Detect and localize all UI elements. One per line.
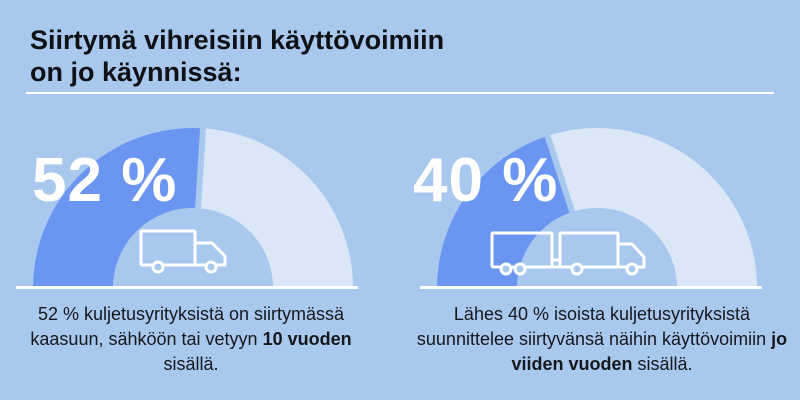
- truck-trailer-icon: [490, 231, 646, 276]
- caption-text: Lähes 40 % isoista kuljetusyrityksistä s…: [416, 304, 772, 349]
- truck-icon: [139, 229, 227, 274]
- title-divider: [26, 92, 774, 94]
- caption-text-end: sisällä.: [632, 354, 693, 374]
- caption-bold: jo viiden vuoden: [511, 329, 788, 374]
- gauge-gap-line: [544, 134, 576, 213]
- percent-52-label: 52 %: [32, 146, 178, 215]
- gauge-filled-arc: [33, 128, 204, 288]
- gauge-baseline: [420, 286, 762, 289]
- percent-40-label: 40 %: [413, 146, 559, 215]
- caption-bold: 10 vuoden: [262, 329, 352, 349]
- caption-text-end: sisällä.: [163, 354, 219, 374]
- gauge-filled-arc: [437, 135, 573, 288]
- gauge-52: [28, 118, 358, 288]
- caption-40: Lähes 40 % isoista kuljetusyrityksistä s…: [404, 302, 800, 377]
- page-title: Siirtymä vihreisiin käyttövoimiin on jo …: [30, 24, 444, 88]
- gauge-40: [432, 118, 762, 288]
- caption-52: 52 % kuljetusyrityksistä on siirtymässä …: [10, 302, 372, 377]
- gauge-baseline: [16, 286, 358, 289]
- title-line-1: Siirtymä vihreisiin käyttövoimiin: [30, 25, 445, 55]
- title-line-2: on jo käynnissä:: [30, 57, 242, 87]
- gauge-gap-line: [195, 128, 207, 209]
- caption-text: 52 % kuljetusyrityksistä on siirtymässä …: [30, 304, 345, 349]
